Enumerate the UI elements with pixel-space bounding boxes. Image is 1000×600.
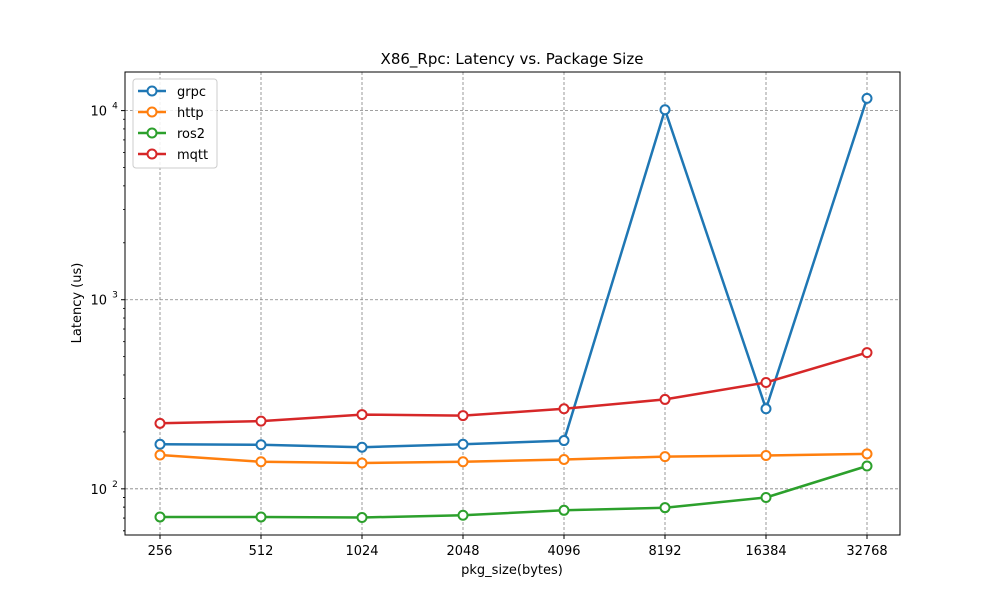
data-point xyxy=(356,457,368,469)
data-point xyxy=(659,393,671,405)
legend-marker xyxy=(146,148,158,160)
data-point xyxy=(659,104,671,116)
x-tick-label: 16384 xyxy=(745,544,786,559)
x-tick-label: 256 xyxy=(148,544,173,559)
data-point xyxy=(255,456,267,468)
x-axis: 256 512 1024 2048 4096 8192 16384 32768 xyxy=(148,535,888,559)
data-point xyxy=(154,449,166,461)
y-tick-exponent: 3 xyxy=(112,291,118,301)
legend-label: ros2 xyxy=(177,127,205,142)
x-axis-title: pkg_size(bytes) xyxy=(461,563,563,578)
x-tick-label: 4096 xyxy=(547,544,580,559)
x-tick-label: 512 xyxy=(249,544,274,559)
legend-item-http: http xyxy=(138,106,204,121)
data-point xyxy=(760,376,772,388)
data-point xyxy=(356,441,368,453)
chart-title: X86_Rpc: Latency vs. Package Size xyxy=(381,50,644,69)
data-point xyxy=(255,439,267,451)
data-point xyxy=(558,435,570,447)
data-point xyxy=(659,451,671,463)
data-point xyxy=(255,415,267,427)
data-point xyxy=(760,450,772,462)
data-point xyxy=(558,504,570,516)
y-axis-title: Latency (us) xyxy=(70,263,85,344)
data-point xyxy=(558,453,570,465)
series-line xyxy=(159,98,869,449)
plot-frame xyxy=(124,71,901,536)
data-point xyxy=(255,511,267,523)
legend-item-mqtt: mqtt xyxy=(138,148,208,163)
legend-box xyxy=(132,78,218,169)
legend: grpc http ros2 mqtt xyxy=(132,78,218,169)
legend-item-ros2: ros2 xyxy=(138,127,205,142)
y-tick-label: 10 xyxy=(90,105,107,120)
data-point xyxy=(356,512,368,524)
y-tick-exponent: 4 xyxy=(112,102,118,112)
y-tick-label: 10 xyxy=(90,483,107,498)
data-point xyxy=(457,438,469,450)
data-point xyxy=(861,448,873,460)
series-mqtt xyxy=(154,347,873,429)
x-tick-label: 2048 xyxy=(446,544,479,559)
y-tick-label: 10 xyxy=(90,294,107,309)
grid xyxy=(125,72,900,535)
series-line xyxy=(159,452,868,465)
series-line xyxy=(160,464,868,519)
x-tick-label: 1024 xyxy=(345,544,378,559)
legend-label: http xyxy=(177,106,204,121)
legend-label: grpc xyxy=(177,85,206,100)
data-point xyxy=(659,502,671,514)
data-point xyxy=(457,456,469,468)
legend-marker xyxy=(146,85,158,97)
data-point xyxy=(861,347,873,359)
data-point xyxy=(760,403,772,415)
y-axis: 10 2 10 3 10 4 xyxy=(90,102,125,532)
data-point xyxy=(861,460,873,472)
data-point xyxy=(154,438,166,450)
data-point xyxy=(457,509,469,521)
data-point xyxy=(760,491,772,503)
series-grpc xyxy=(154,92,873,453)
series-line xyxy=(159,351,868,425)
x-tick-label: 32768 xyxy=(846,544,887,559)
data-point xyxy=(154,511,166,523)
data-point xyxy=(861,92,873,104)
x-tick-label: 8192 xyxy=(648,544,681,559)
legend-label: mqtt xyxy=(177,148,208,163)
series-layer xyxy=(154,92,873,524)
data-point xyxy=(457,410,469,422)
legend-marker xyxy=(146,127,158,139)
series-ros2 xyxy=(154,460,873,524)
data-point xyxy=(558,403,570,415)
legend-marker xyxy=(146,106,158,118)
series-http xyxy=(154,448,873,469)
data-point xyxy=(154,417,166,429)
y-tick-exponent: 2 xyxy=(112,480,118,490)
data-point xyxy=(356,409,368,421)
legend-item-grpc: grpc xyxy=(138,85,206,100)
